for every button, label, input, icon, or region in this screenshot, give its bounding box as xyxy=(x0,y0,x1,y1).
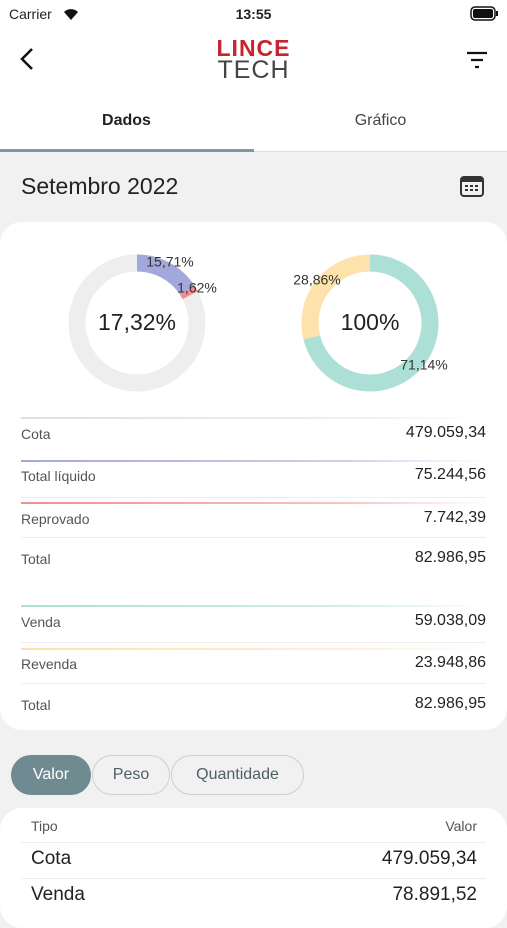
table-card: Tipo Valor Cota 479.059,34 Venda 78.891,52 xyxy=(0,808,507,928)
donut-charts: 15,71% 1,62%17,32% 71,14% 28,86% 100% xyxy=(68,254,448,392)
logo-bottom: TECH xyxy=(217,56,290,84)
table-cell: 479.059,34 xyxy=(381,848,477,869)
row-label: Total xyxy=(21,551,51,567)
calendar-button[interactable] xyxy=(459,174,485,198)
color-line xyxy=(21,502,486,504)
filter-button[interactable] xyxy=(465,50,489,70)
period-title: Setembro 2022 xyxy=(21,173,179,199)
row-value: 479.059,34 xyxy=(405,424,486,441)
separator xyxy=(21,842,486,843)
table-cell: Cota xyxy=(31,848,72,869)
table-cell: 78.891,52 xyxy=(392,884,477,905)
row-label: Total xyxy=(21,697,51,713)
table-cell: Venda xyxy=(31,884,85,905)
color-line xyxy=(21,417,486,419)
wifi-icon xyxy=(64,9,78,20)
row-label: Cota xyxy=(21,426,51,442)
row-value: 82.986,95 xyxy=(414,695,486,712)
separator xyxy=(21,537,486,538)
row-label: Venda xyxy=(21,614,61,630)
header: Carrier 13:55 LINCE TECH Dados Gráfico xyxy=(0,0,507,152)
donut-segment xyxy=(136,254,195,295)
battery-icon xyxy=(470,6,498,21)
carrier: Carrier xyxy=(9,6,52,22)
donut-segment xyxy=(303,254,439,392)
row-value: 59.038,09 xyxy=(414,612,486,629)
donut-center: 100% xyxy=(341,309,400,335)
summary-card: 15,71% 1,62% 17,32% 71,14% 28,86% 100% Cota 47… xyxy=(0,222,507,730)
separator xyxy=(21,878,486,879)
toggle-pill[interactable]: Valor xyxy=(11,755,91,795)
separator xyxy=(21,497,486,498)
donut-label: 1,62% xyxy=(177,280,217,296)
row-label: Total líquido xyxy=(21,468,96,484)
toggle-pill[interactable]: Peso xyxy=(92,755,170,795)
toggle-pill[interactable]: Quantidade xyxy=(171,755,304,795)
row-value: 23.948,86 xyxy=(414,654,486,671)
row-label: Revenda xyxy=(21,656,78,672)
donut-label: 71,14% xyxy=(400,357,447,373)
separator xyxy=(21,642,486,643)
donut-segment xyxy=(179,285,198,300)
tab[interactable]: Dados xyxy=(102,112,151,129)
separator xyxy=(21,683,486,684)
tab[interactable]: Gráfico xyxy=(354,112,407,129)
color-line xyxy=(21,605,486,607)
tab-indicator xyxy=(0,149,254,152)
tab-divider xyxy=(254,151,507,152)
color-line xyxy=(21,648,486,650)
donut-label: 15,71% xyxy=(146,254,193,270)
clock: 13:55 xyxy=(235,6,272,22)
row-value: 82.986,95 xyxy=(414,549,486,566)
color-line xyxy=(21,460,486,462)
back-button[interactable] xyxy=(18,46,38,74)
donut-center: 17,32% xyxy=(98,309,176,335)
row-value: 75.244,56 xyxy=(414,466,486,483)
table-header: Tipo xyxy=(31,818,58,834)
row-label: Reprovado xyxy=(21,511,90,527)
table-header: Valor xyxy=(445,818,477,834)
row-value: 7.742,39 xyxy=(423,509,486,526)
donut-segment xyxy=(301,254,371,340)
logo-top: LINCE xyxy=(216,35,291,61)
donut-label: 28,86% xyxy=(293,272,340,288)
